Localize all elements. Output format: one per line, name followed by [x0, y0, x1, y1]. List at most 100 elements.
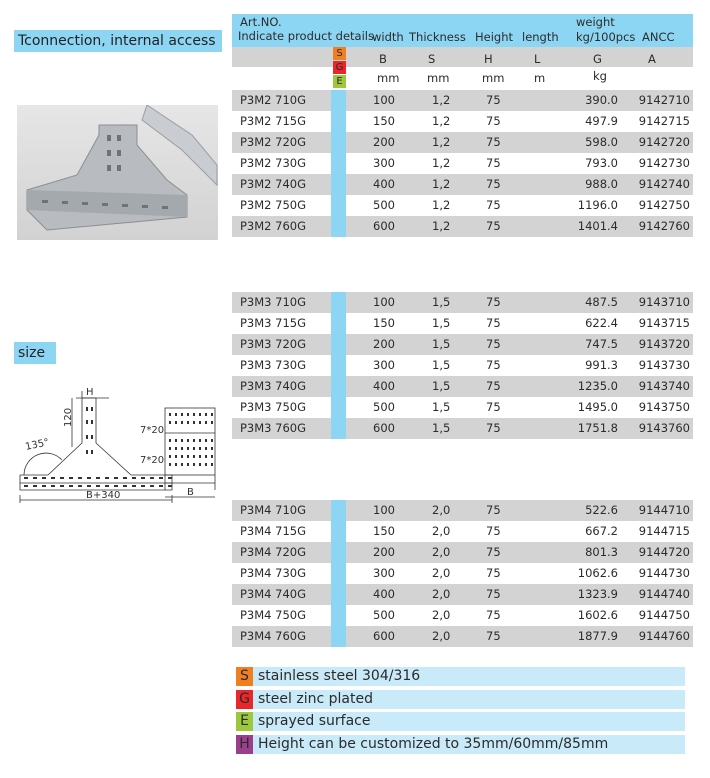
cell-weight: 1062.6 [577, 566, 618, 580]
cell-width: 150 [373, 524, 395, 538]
table-row: P3M3 715G 150 1,5 75 622.4 9143715 [232, 313, 693, 334]
dim-h: H [86, 387, 94, 398]
unit-l: m [534, 71, 546, 85]
table-row: P3M3 740G 400 1,5 75 1235.0 9143740 [232, 376, 693, 397]
cell-art-no: P3M3 730G [240, 358, 307, 372]
cell-weight: 390.0 [585, 93, 618, 107]
cell-art-no: P3M2 750G [240, 198, 307, 212]
cell-ancc: 9144740 [638, 587, 690, 601]
cell-thickness: 1,2 [432, 114, 451, 128]
cell-width: 100 [373, 503, 395, 517]
cell-thickness: 2,0 [432, 566, 451, 580]
cell-weight: 1196.0 [577, 198, 618, 212]
cell-width: 200 [373, 545, 395, 559]
cell-ancc: 9143760 [638, 421, 690, 435]
unit-h: mm [482, 71, 505, 85]
cell-ancc: 9144750 [638, 608, 690, 622]
col-width: width [372, 30, 404, 44]
cell-thickness: 1,5 [432, 295, 451, 309]
cell-height: 75 [486, 114, 501, 128]
cell-height: 75 [486, 524, 501, 538]
cell-thickness: 2,0 [432, 545, 451, 559]
header-band: Art.NO. Indicate product details width T… [232, 14, 693, 47]
cell-art-no: P3M3 720G [240, 337, 307, 351]
table-row: P3M3 730G 300 1,5 75 991.3 9143730 [232, 355, 693, 376]
table-row: P3M3 760G 600 1,5 75 1751.8 9143760 [232, 418, 693, 439]
cell-width: 150 [373, 114, 395, 128]
cell-weight: 1401.4 [577, 219, 618, 233]
table-row: P3M4 750G 500 2,0 75 1602.6 9144750 [232, 605, 693, 626]
cell-ancc: 9144760 [638, 629, 690, 643]
cell-height: 75 [486, 93, 501, 107]
cell-weight: 667.2 [585, 524, 618, 538]
symbol-row: B S H L G A mm mm mm m kg [232, 47, 693, 88]
sym-a: A [648, 52, 656, 66]
cell-weight: 1602.6 [577, 608, 618, 622]
cell-thickness: 1,2 [432, 93, 451, 107]
cell-width: 500 [373, 400, 395, 414]
cell-height: 75 [486, 177, 501, 191]
table-row: P3M2 720G 200 1,2 75 598.0 9142720 [232, 132, 693, 153]
cell-art-no: P3M2 715G [240, 114, 307, 128]
dim-angle: 135° [24, 437, 50, 453]
cell-width: 200 [373, 135, 395, 149]
cell-weight: 1323.9 [577, 587, 618, 601]
cell-thickness: 1,2 [432, 135, 451, 149]
cell-art-no: P3M3 715G [240, 316, 307, 330]
cell-weight: 487.5 [585, 295, 618, 309]
cell-art-no: P3M3 710G [240, 295, 307, 309]
col-height: Height [475, 30, 514, 44]
cell-height: 75 [486, 503, 501, 517]
cell-thickness: 2,0 [432, 587, 451, 601]
material-stripe [331, 500, 346, 647]
cell-weight: 1751.8 [577, 421, 618, 435]
table-row: P3M3 750G 500 1,5 75 1495.0 9143750 [232, 397, 693, 418]
cell-thickness: 2,0 [432, 608, 451, 622]
badge-e: E [333, 75, 346, 88]
cell-thickness: 1,5 [432, 316, 451, 330]
sym-h: H [484, 52, 493, 66]
cell-height: 75 [486, 400, 501, 414]
col-weight: weight [576, 15, 615, 29]
size-label: size [14, 342, 56, 364]
cell-ancc: 9144715 [638, 524, 690, 538]
cell-thickness: 1,5 [432, 421, 451, 435]
cell-width: 150 [373, 316, 395, 330]
cell-thickness: 1,2 [432, 177, 451, 191]
col-weight-unit: kg/100pcs [576, 30, 636, 44]
table-row: P3M2 730G 300 1,2 75 793.0 9142730 [232, 153, 693, 174]
sym-l: L [534, 52, 541, 66]
cell-thickness: 1,5 [432, 358, 451, 372]
table-row: P3M4 740G 400 2,0 75 1323.9 9144740 [232, 584, 693, 605]
cell-thickness: 1,5 [432, 337, 451, 351]
table-row: P3M2 740G 400 1,2 75 988.0 9142740 [232, 174, 693, 195]
table-row: P3M2 710G 100 1,2 75 390.0 9142710 [232, 90, 693, 111]
legend-key: S [236, 667, 253, 686]
cell-weight: 793.0 [585, 156, 618, 170]
cell-ancc: 9144710 [638, 503, 690, 517]
cell-ancc: 9143740 [638, 379, 690, 393]
cell-thickness: 1,5 [432, 400, 451, 414]
table-row: P3M4 730G 300 2,0 75 1062.6 9144730 [232, 563, 693, 584]
cell-width: 400 [373, 587, 395, 601]
cell-art-no: P3M4 715G [240, 524, 307, 538]
cell-height: 75 [486, 198, 501, 212]
cell-art-no: P3M4 750G [240, 608, 307, 622]
cell-art-no: P3M2 710G [240, 93, 307, 107]
legend-key: E [236, 712, 253, 731]
cell-width: 200 [373, 337, 395, 351]
cell-height: 75 [486, 219, 501, 233]
sym-b: B [379, 52, 387, 66]
cell-art-no: P3M4 720G [240, 545, 307, 559]
cell-width: 400 [373, 177, 395, 191]
cell-width: 300 [373, 358, 395, 372]
cell-weight: 1495.0 [577, 400, 618, 414]
legend-text: sprayed surface [258, 713, 371, 729]
badge-s: S [333, 47, 346, 60]
dim-hole-2: 7*20 [140, 455, 164, 466]
cell-art-no: P3M2 760G [240, 219, 307, 233]
table-row: P3M2 750G 500 1,2 75 1196.0 9142750 [232, 195, 693, 216]
unit-s: mm [427, 71, 450, 85]
cell-weight: 497.9 [585, 114, 618, 128]
